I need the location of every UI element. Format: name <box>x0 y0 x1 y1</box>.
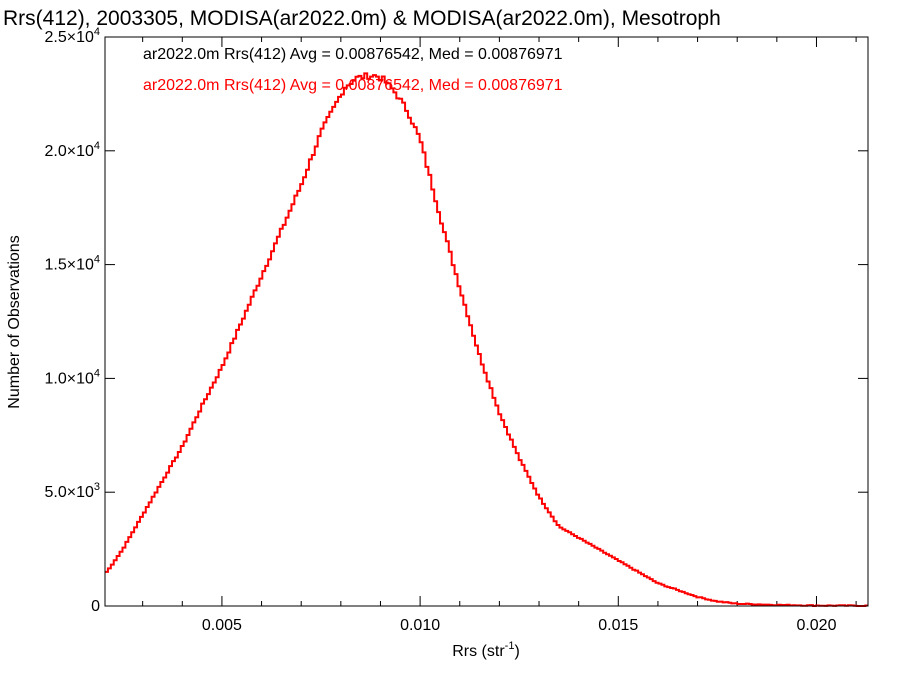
x-tick-label: 0.020 <box>796 617 836 634</box>
x-tick-label: 0.005 <box>202 617 242 634</box>
y-tick-label: 1.0×104 <box>44 367 100 387</box>
y-tick-label: 2.5×104 <box>44 26 100 46</box>
histogram-series-line <box>105 72 868 607</box>
x-axis: 0.005 0.010 0.015 0.020 <box>142 37 857 634</box>
x-tick-label: 0.015 <box>598 617 638 634</box>
x-axis-title-text: Rrs (str <box>452 643 505 660</box>
x-axis-title-sup: -1 <box>505 640 515 652</box>
chart-title: Rrs(412), 2003305, MODISA(ar2022.0m) & M… <box>3 7 721 30</box>
legend-entry-black: ar2022.0m Rrs(412) Avg = 0.00876542, Med… <box>143 46 563 63</box>
y-tick-label: 0 <box>91 598 100 615</box>
x-axis-title-end: ) <box>514 643 519 660</box>
legend-entry-red: ar2022.0m Rrs(412) Avg = 0.00876542, Med… <box>143 77 563 94</box>
y-tick-label: 2.0×104 <box>44 140 100 160</box>
x-axis-title: Rrs (str-1) <box>452 640 520 660</box>
plot-frame <box>104 36 869 607</box>
y-axis-title: Number of Observations <box>6 235 23 408</box>
y-tick-label: 1.5×104 <box>44 254 100 274</box>
y-axis: 0 5.0×103 1.0×104 1.5×104 2.0×104 2.5×104 <box>44 26 868 615</box>
y-tick-label: 5.0×103 <box>44 481 100 501</box>
x-tick-label: 0.010 <box>400 617 440 634</box>
